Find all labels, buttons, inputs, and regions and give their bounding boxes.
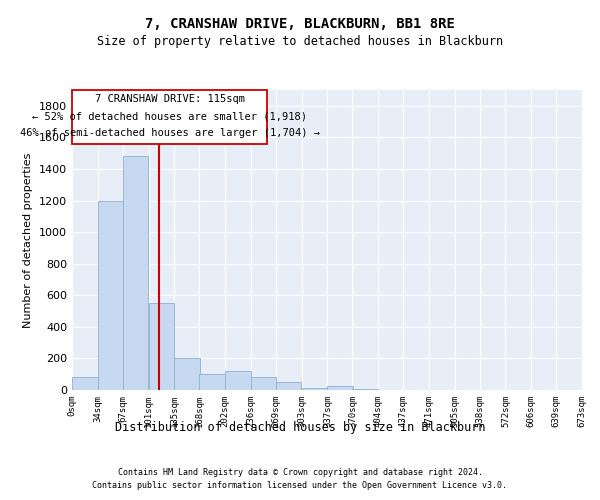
Bar <box>352 389 378 390</box>
Bar <box>98 200 124 390</box>
Text: Contains HM Land Registry data © Crown copyright and database right 2024.: Contains HM Land Registry data © Crown c… <box>118 468 482 477</box>
Bar <box>251 378 277 390</box>
Y-axis label: Number of detached properties: Number of detached properties <box>23 152 34 328</box>
Bar <box>199 374 225 390</box>
Bar <box>328 386 353 390</box>
Text: 46% of semi-detached houses are larger (1,704) →: 46% of semi-detached houses are larger (… <box>20 128 320 138</box>
Bar <box>276 382 301 390</box>
Text: 7, CRANSHAW DRIVE, BLACKBURN, BB1 8RE: 7, CRANSHAW DRIVE, BLACKBURN, BB1 8RE <box>145 18 455 32</box>
Text: Contains public sector information licensed under the Open Government Licence v3: Contains public sector information licen… <box>92 480 508 490</box>
Text: ← 52% of detached houses are smaller (1,918): ← 52% of detached houses are smaller (1,… <box>32 111 307 121</box>
Text: 7 CRANSHAW DRIVE: 115sqm: 7 CRANSHAW DRIVE: 115sqm <box>95 94 245 104</box>
Bar <box>302 388 327 390</box>
Text: Distribution of detached houses by size in Blackburn: Distribution of detached houses by size … <box>115 421 485 434</box>
Bar <box>149 303 174 390</box>
Bar <box>225 371 251 390</box>
Bar <box>72 378 98 390</box>
Bar <box>175 358 200 390</box>
Bar <box>123 156 148 390</box>
Text: Size of property relative to detached houses in Blackburn: Size of property relative to detached ho… <box>97 35 503 48</box>
FancyBboxPatch shape <box>73 90 267 144</box>
